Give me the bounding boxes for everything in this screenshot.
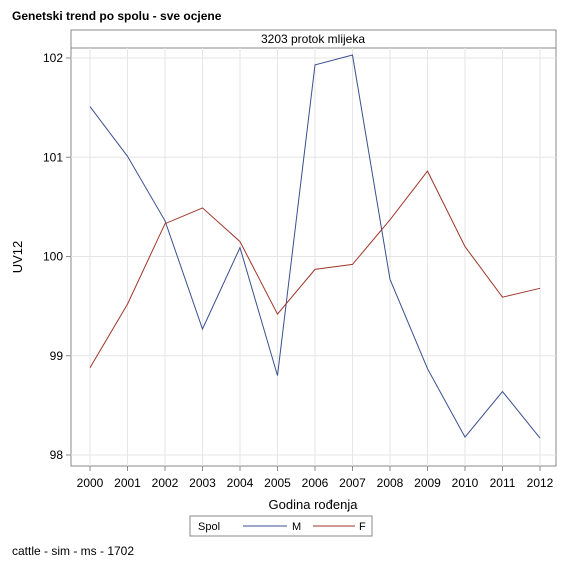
series-line-m [89,54,541,439]
x-tick-label: 2008 [377,476,404,490]
series-line-f [89,170,541,368]
panel-header [70,29,557,49]
x-tick-label: 2005 [264,476,291,490]
grid [71,48,556,466]
x-tick-label: 2003 [189,476,216,490]
y-tick-label: 101 [43,150,63,164]
x-tick-label: 2001 [114,476,141,490]
footnote: cattle - sim - ms - 1702 [12,544,135,558]
x-tick-label: 2012 [527,476,554,490]
plot-frame [70,29,557,467]
legend-label-m: M [292,521,301,533]
x-tick-label: 2007 [339,476,366,490]
y-tick-label: 100 [43,250,63,264]
panel-label: 3203 protok mlijeka [261,32,365,46]
chart-title: Genetski trend po spolu - sve ocjene [12,9,222,23]
x-tick-label: 2006 [302,476,329,490]
x-tick-label: 2000 [77,476,104,490]
y-axis-label: UV12 [10,241,25,274]
legend-title: Spol [198,521,220,533]
legend: Spol M F [189,515,373,537]
x-tick-label: 2004 [227,476,254,490]
y-tick-label: 99 [50,349,64,363]
series-lines [89,54,541,439]
x-tick-label: 2002 [152,476,179,490]
x-axis-label: Godina rođenja [269,497,359,512]
y-tick-label: 102 [43,51,63,65]
x-tick-label: 2011 [490,476,516,490]
x-tick-label: 2010 [452,476,479,490]
y-tick-label: 98 [50,448,64,462]
x-tick-label: 2009 [414,476,441,490]
axes: 2000 2001 2002 2003 2004 2005 2006 2007 2008 2009… [43,51,554,490]
legend-label-f: F [359,521,366,533]
